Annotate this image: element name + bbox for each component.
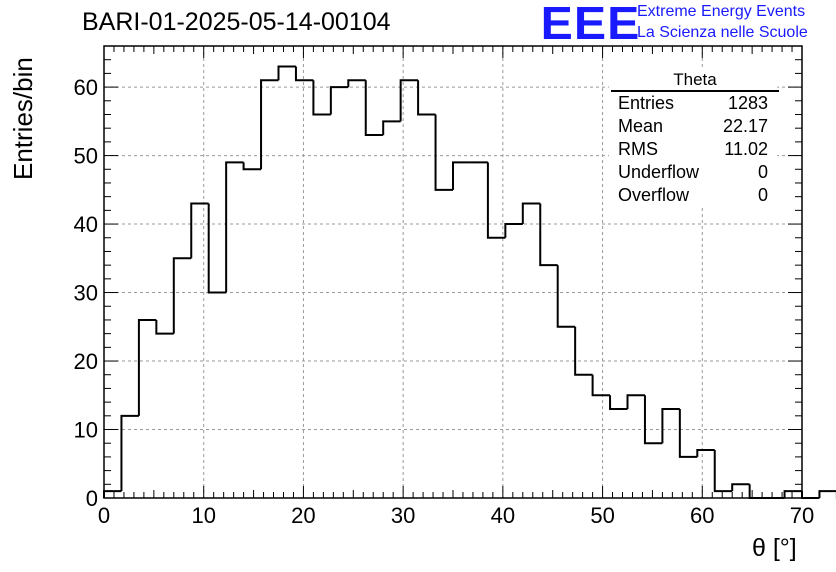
stats-value: 22.17 [722,116,768,136]
histogram-bin [731,483,750,492]
stats-row-mean: Mean 22.17 [609,115,777,138]
histogram-bin [713,450,733,493]
stats-value: 0 [757,185,768,205]
stats-value: 1283 [727,93,768,113]
histogram-bin [661,407,680,444]
x-tick-label: 60 [690,503,714,528]
histogram-bin [399,79,419,122]
stats-row-underflow: Underflow 0 [609,161,777,184]
histogram-bin [417,80,436,116]
logo-line-2: La Scienza nelle Scuole [637,24,808,41]
histogram-bin [783,490,802,498]
chart-title: BARI-01-2025-05-14-00104 [82,8,391,36]
histogram-bin [242,162,262,171]
histogram-bin [137,318,157,416]
histogram-bin [452,161,471,190]
stats-row-overflow: Overflow 0 [609,184,777,207]
stats-label: Overflow [618,185,690,205]
stats-label: Mean [618,116,664,136]
stats-title: Theta [611,70,779,92]
y-tick-label: 30 [74,281,98,306]
histogram-bin [521,202,541,225]
stats-value: 0 [757,162,768,182]
histogram-bin [591,374,611,397]
y-axis-label: Entries/bin [8,57,38,180]
histogram-bin [643,395,663,445]
histogram-bin [312,80,331,116]
histogram-bin [120,414,139,492]
histogram-bin [678,408,698,458]
x-tick-label: 40 [491,503,515,528]
histogram-bin [207,203,227,294]
histogram-bars [103,65,836,499]
x-tick-label: 30 [391,503,415,528]
axis-ticks [103,45,803,499]
tick-labels: 0 10 20 30 40 50 60 70 0 10 20 30 40 50 60 [74,75,815,528]
histogram-bin [190,202,209,259]
stats-value: 11.02 [724,139,768,159]
y-tick-label: 60 [74,75,98,100]
histogram-bin [696,449,715,457]
histogram-bin [103,490,122,498]
histogram-bin [294,66,314,82]
histogram-bin [155,319,174,335]
x-tick-label: 10 [191,503,215,528]
x-axis-label: θ [°] [752,534,797,562]
histogram-bin [364,80,384,137]
histogram-bin [382,120,401,136]
y-tick-label: 0 [86,486,98,511]
histogram-bin [277,65,296,81]
histogram-bin [486,162,506,239]
histogram-bin [172,257,192,334]
logo-line-1: Extreme Energy Events [637,3,806,20]
stats-label: Entries [618,93,675,113]
grid-lines [104,46,802,498]
histogram-bin [504,223,523,238]
histogram-bin [329,86,349,115]
histogram-bin [801,491,820,499]
histogram-bin [434,114,453,191]
histogram-bin [539,203,558,267]
histogram-bin [260,79,279,170]
stats-label: RMS [618,139,658,159]
x-tick-label: 50 [590,503,614,528]
stats-label: Underflow [618,162,700,182]
y-tick-label: 50 [74,144,98,169]
histogram-bin [626,394,645,409]
histogram-bin [225,161,244,293]
histogram-bin [574,326,593,376]
histogram-bin [347,79,366,88]
y-tick-label: 20 [74,349,98,374]
histogram-bin [609,395,628,410]
stats-row-rms: RMS 11.02 [609,138,777,161]
stats-box: Theta Entries 1283 Mean 22.17 RMS 11.02 … [609,70,779,207]
x-tick-label: 70 [790,503,814,528]
y-tick-label: 10 [74,418,98,443]
stats-row-entries: Entries 1283 [609,92,777,115]
eee-logo: EEE [540,0,641,49]
x-tick-label: 20 [291,503,315,528]
histogram-bin [818,490,836,498]
x-tick-label: 0 [98,503,110,528]
histogram-bin [556,265,576,328]
y-tick-label: 40 [74,212,98,237]
